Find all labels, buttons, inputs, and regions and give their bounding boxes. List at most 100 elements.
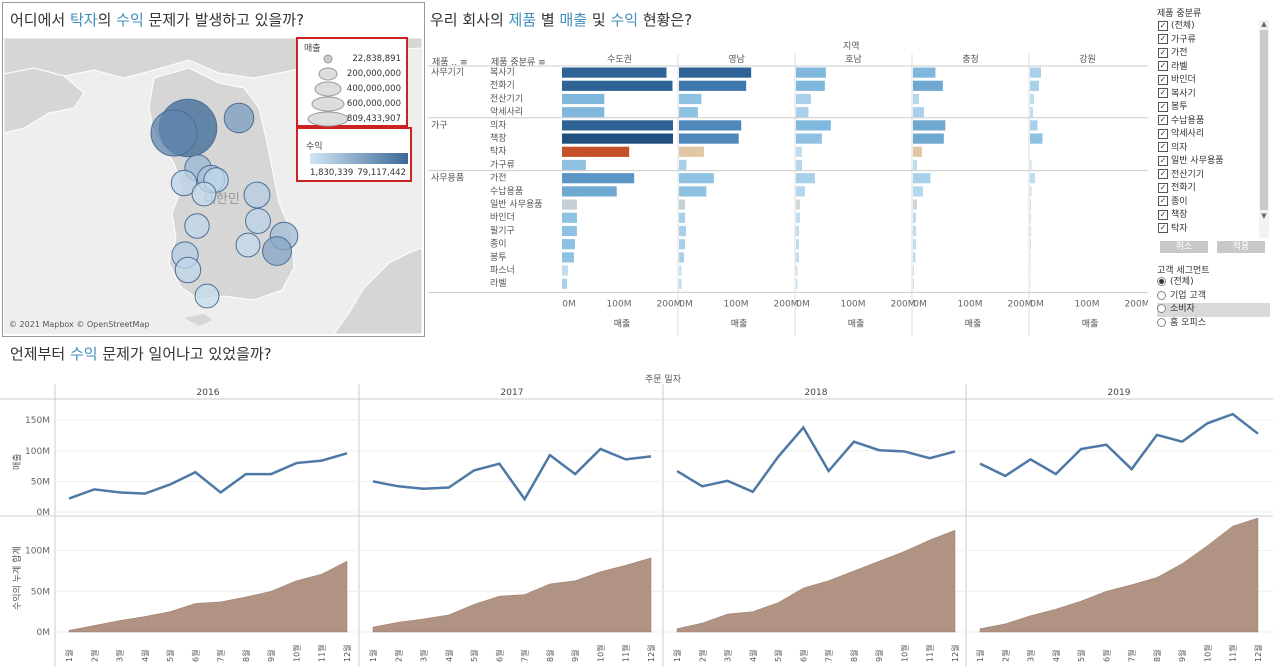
category-option[interactable]: ✓ 악세사리 [1158,128,1205,139]
category-option[interactable]: ✓ 탁자 [1158,223,1188,234]
category-option[interactable]: ✓ 종이 [1158,196,1188,207]
segment-option[interactable]: 소비자 [1157,303,1270,317]
sales-bar [796,252,799,263]
korea-map[interactable]: 대한민 [4,38,422,334]
month-label: 9월 [1177,650,1187,662]
product-label: 파스너 [490,265,515,276]
category-option[interactable]: ✓ 전화기 [1158,182,1196,193]
category-option[interactable]: ✓ 의자 [1158,142,1188,153]
month-label: 8월 [545,650,555,662]
checkbox-checked-icon[interactable]: ✓ [1158,209,1168,220]
checkbox-checked-icon[interactable]: ✓ [1158,196,1168,206]
month-label: 9월 [874,650,884,662]
radio-icon[interactable] [1157,304,1166,313]
sales-bar [1030,239,1031,250]
cum-profit-area [676,529,956,633]
x-tick-label: 200M [891,299,916,309]
x-tick-label: 100M [724,299,749,309]
map-area[interactable]: 대한민 [4,38,422,334]
map-bubble [184,213,210,239]
map-bubble [150,109,198,157]
checkbox-checked-icon[interactable]: ✓ [1158,74,1168,85]
category-option[interactable]: ✓ 복사기 [1158,88,1196,99]
sales-bar [1030,133,1043,144]
time-chart[interactable]: 2016 2017 2018 2019 0M 50M 100M 150M 0M 50M 100M 1월… [0,382,1273,667]
checkbox-checked-icon[interactable]: ✓ [1158,169,1168,179]
product-label: 전산기기 [490,93,523,104]
checkbox-checked-icon[interactable]: ✓ [1158,61,1168,71]
sales-bar [913,212,916,223]
month-label: 2월 [1000,650,1010,662]
category-option[interactable]: ✓ 가구류 [1158,34,1196,45]
checkbox-checked-icon[interactable]: ✓ [1158,142,1168,152]
size-legend-value-2: 200,000,000 [346,69,401,79]
map-bubble [194,283,220,309]
sales-bar [796,67,826,78]
sales-bar [679,120,742,131]
map-bubble [235,232,261,258]
checkbox-checked-icon[interactable]: ✓ [1158,115,1168,125]
year-label: 2018 [805,388,828,398]
map-title: 어디에서 탁자의 수익 문제가 발생하고 있을까? [10,11,305,29]
sales-line [979,412,1259,478]
category-option[interactable]: ✓ 라벨 [1158,61,1188,72]
category-filter-list[interactable]: ✓ (전체) ✓ 가구류 ✓ 가전 ✓ 라벨 ✓ 바인더 ✓ 복사기 ✓ 봉투 ✓ 수납용품 ✓ 악세사리 ✓ 의자 ✓… [1158,20,1258,236]
category-option[interactable]: ✓ 일반 사무용품 [1158,155,1224,166]
scroll-down-icon[interactable]: ▼ [1261,212,1267,220]
sort-icon[interactable]: ≡ [538,58,546,68]
product-group-header[interactable]: 제품 .. ≡ [432,58,468,68]
region-label: 영남 [728,54,745,65]
checkbox-checked-icon[interactable]: ✓ [1158,20,1168,31]
cancel-button[interactable]: 취소 [1160,241,1208,253]
product-subcategory-header[interactable]: 제품 중분류 ≡ [491,58,546,68]
scroll-thumb[interactable] [1260,30,1268,210]
category-option[interactable]: ✓ 바인더 [1158,74,1196,85]
month-label: 11월 [1228,644,1238,662]
sales-bar [679,239,685,250]
region-label: 강원 [1079,54,1096,65]
checkbox-checked-icon[interactable]: ✓ [1158,223,1168,233]
checkbox-checked-icon[interactable]: ✓ [1158,88,1168,98]
scroll-up-icon[interactable]: ▲ [1261,20,1267,28]
map-bubble [174,256,202,284]
y-tick-label: 0M [37,508,51,518]
category-option[interactable]: ✓ 봉투 [1158,101,1188,112]
sort-icon[interactable]: ≡ [460,58,468,68]
checkbox-checked-icon[interactable]: ✓ [1158,34,1168,44]
category-option[interactable]: ✓ 전산기기 [1158,169,1205,180]
product-label: 필기구 [490,224,515,236]
y-tick-label: 50M [31,587,50,597]
apply-button[interactable]: 적용 [1217,241,1265,253]
category-option[interactable]: ✓ 책장 [1158,209,1188,220]
sales-bar [679,186,707,197]
x-axis-label: 매출 [614,318,631,329]
checkbox-checked-icon[interactable]: ✓ [1158,47,1168,58]
category-option[interactable]: ✓ 수납용품 [1158,115,1205,126]
segment-option[interactable]: 홈 오피스 [1157,317,1270,331]
sales-bar [679,133,739,144]
category-option[interactable]: ✓ 가전 [1158,47,1188,58]
checkbox-checked-icon[interactable]: ✓ [1158,128,1168,139]
radio-icon[interactable] [1157,290,1166,300]
segment-option[interactable]: (전체) [1157,276,1270,290]
sales-bar [562,199,577,210]
radio-icon[interactable] [1157,277,1166,286]
checkbox-checked-icon[interactable]: ✓ [1158,182,1168,193]
month-label: 6월 [1101,650,1111,662]
product-label: 봉투 [490,252,507,263]
group-label: 사무용품 [431,173,464,184]
sales-bar [562,93,605,105]
checkbox-checked-icon[interactable]: ✓ [1158,101,1168,112]
radio-icon[interactable] [1157,317,1166,327]
segment-filter-list[interactable]: (전체) 기업 고객 소비자 홈 오피스 [1157,276,1270,330]
checkbox-checked-icon[interactable]: ✓ [1158,155,1168,166]
x-axis-label: 매출 [848,318,865,329]
y-tick-label: 50M [31,477,50,487]
filter-scrollbar[interactable]: ▲ ▼ [1259,20,1269,238]
sales-bar [562,67,667,78]
x-tick-label: 100M [607,299,632,309]
segment-option[interactable]: 기업 고객 [1157,290,1270,304]
sales-bar [796,265,798,276]
category-option[interactable]: ✓ (전체) [1158,20,1195,31]
